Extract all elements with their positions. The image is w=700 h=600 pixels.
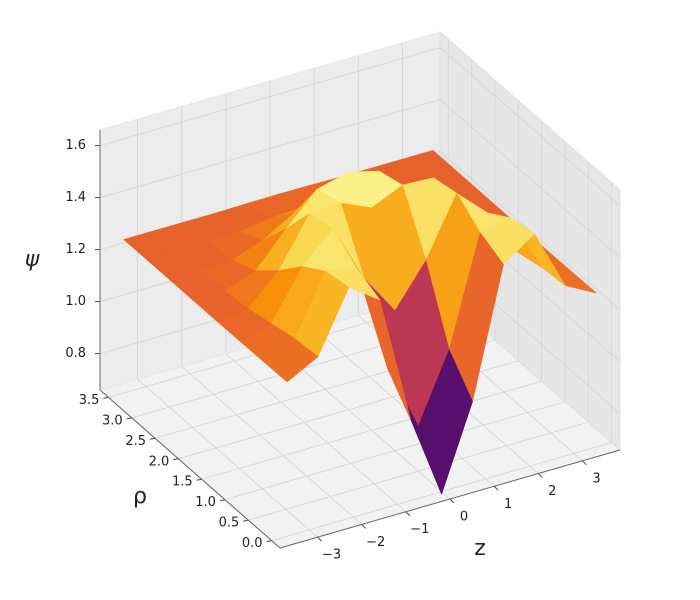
tick-mark bbox=[266, 540, 272, 543]
labels: −3−2−101230.00.51.01.52.02.53.03.50.81.0… bbox=[25, 130, 621, 563]
y-tick-label: 1.0 bbox=[195, 495, 216, 510]
x-axis-line bbox=[279, 449, 621, 549]
x-tick-label: −1 bbox=[410, 522, 429, 537]
x-tick-label: 2 bbox=[548, 484, 556, 499]
tick-mark bbox=[493, 485, 499, 491]
y-tick-label: 0.5 bbox=[219, 516, 240, 531]
x-tick-label: −2 bbox=[366, 535, 385, 550]
y-tick-label: 1.5 bbox=[172, 475, 193, 490]
grid-line bbox=[201, 380, 542, 480]
x-tick-label: 0 bbox=[460, 510, 468, 525]
y-tick-label: 0.0 bbox=[242, 536, 263, 551]
tick-mark bbox=[582, 460, 587, 466]
tick-mark bbox=[537, 473, 543, 478]
x-tick-label: 3 bbox=[592, 471, 600, 486]
z-tick-label: 1.4 bbox=[65, 190, 86, 205]
z-tick-label: 1.2 bbox=[65, 242, 86, 257]
z-tick-label: 0.8 bbox=[65, 346, 86, 361]
z-tick-label: 1.6 bbox=[65, 138, 86, 153]
tick-mark bbox=[405, 511, 411, 517]
tick-mark bbox=[449, 498, 455, 504]
grid-line bbox=[137, 378, 318, 538]
tick-mark bbox=[219, 499, 226, 502]
grid-line bbox=[439, 47, 621, 206]
y-tick-label: 2.0 bbox=[149, 454, 170, 469]
surface-patch bbox=[263, 338, 319, 383]
tick-mark bbox=[149, 437, 156, 440]
tick-mark bbox=[103, 396, 109, 399]
y-axis-label: ρ bbox=[133, 484, 147, 509]
x-axis-label: z bbox=[474, 536, 486, 561]
grid-line bbox=[99, 99, 441, 198]
z-tick-label: 1.0 bbox=[65, 294, 86, 309]
tick-mark bbox=[317, 536, 322, 542]
grid-line bbox=[181, 366, 362, 525]
grid-line bbox=[224, 401, 566, 501]
grid-line bbox=[225, 353, 407, 513]
z-axis-label: ψ bbox=[25, 247, 40, 272]
y-tick-label: 3.5 bbox=[79, 393, 100, 408]
tick-mark bbox=[243, 519, 249, 522]
grid-line bbox=[439, 99, 621, 258]
x-tick-label: 1 bbox=[504, 497, 512, 512]
y-tick-label: 2.5 bbox=[125, 434, 146, 449]
grid-line bbox=[99, 47, 441, 146]
tick-mark bbox=[173, 458, 179, 461]
tick-mark bbox=[196, 478, 202, 481]
tick-mark bbox=[126, 417, 132, 420]
x-tick-label: −3 bbox=[322, 548, 341, 563]
grid-line bbox=[313, 327, 495, 487]
tick-mark bbox=[361, 524, 367, 529]
y-tick-label: 3.0 bbox=[102, 413, 123, 428]
grid-line bbox=[248, 421, 589, 521]
y-axis-line bbox=[99, 389, 281, 549]
surface bbox=[123, 150, 597, 495]
